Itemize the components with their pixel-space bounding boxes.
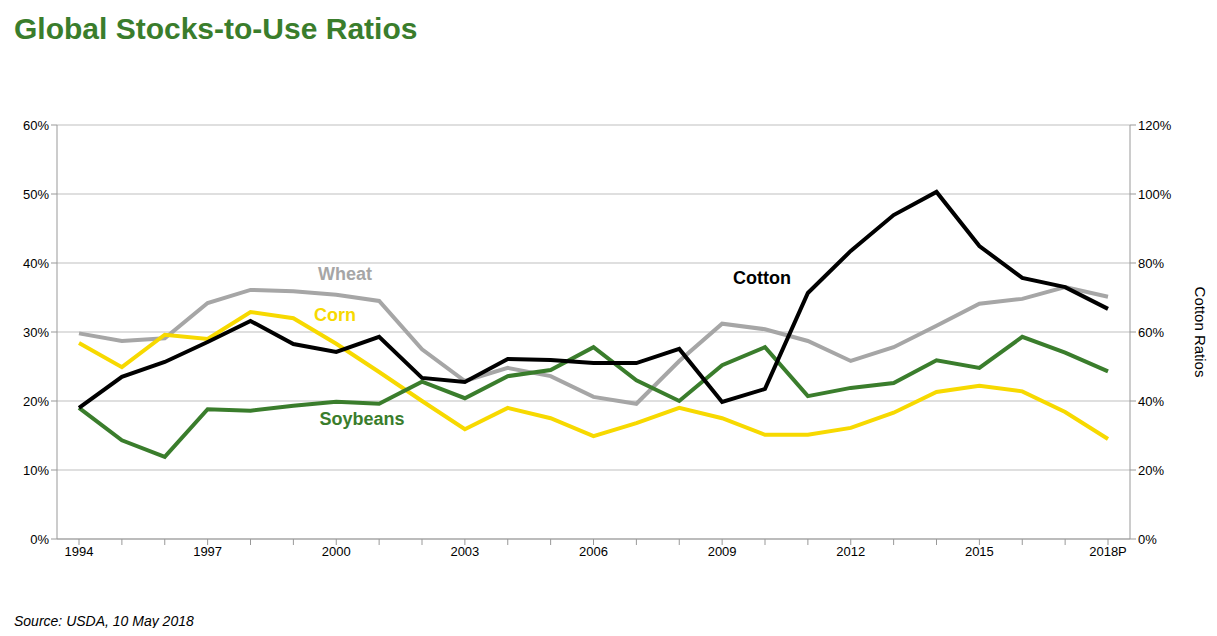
html-text:Corn: Corn — [314, 305, 356, 325]
svg-text:20%: 20% — [1138, 463, 1164, 478]
svg-text:40%: 40% — [23, 256, 49, 271]
svg-text:50%: 50% — [23, 187, 49, 202]
svg-text:80%: 80% — [1138, 256, 1164, 271]
svg-text:2012: 2012 — [836, 544, 865, 559]
svg-text:120%: 120% — [1138, 118, 1172, 133]
html-text:Soybeans: Soybeans — [319, 409, 405, 429]
svg-text:Cotton Ratios: Cotton Ratios — [1192, 287, 1209, 378]
svg-text:60%: 60% — [23, 118, 49, 133]
html-text:Source: USDA, 10 May 2018: Source: USDA, 10 May 2018 — [14, 613, 194, 629]
svg-text:2009: 2009 — [708, 544, 737, 559]
svg-text:2015: 2015 — [965, 544, 994, 559]
svg-text:2003: 2003 — [450, 544, 479, 559]
svg-text:20%: 20% — [23, 394, 49, 409]
svg-text:100%: 100% — [1138, 187, 1172, 202]
svg-text:30%: 30% — [23, 325, 49, 340]
svg-text:2006: 2006 — [579, 544, 608, 559]
svg-text:2018P: 2018P — [1089, 544, 1127, 559]
svg-text:2000: 2000 — [322, 544, 351, 559]
svg-text:1997: 1997 — [193, 544, 222, 559]
svg-text:0%: 0% — [1138, 532, 1157, 547]
svg-text:40%: 40% — [1138, 394, 1164, 409]
svg-text:60%: 60% — [1138, 325, 1164, 340]
svg-text:10%: 10% — [23, 463, 49, 478]
html-text:Global Stocks-to-Use Ratios: Global Stocks-to-Use Ratios — [14, 12, 418, 45]
svg-text:0%: 0% — [30, 532, 49, 547]
html-text:Cotton: Cotton — [733, 268, 791, 288]
html-text:Wheat: Wheat — [318, 264, 372, 284]
svg-text:1994: 1994 — [65, 544, 94, 559]
